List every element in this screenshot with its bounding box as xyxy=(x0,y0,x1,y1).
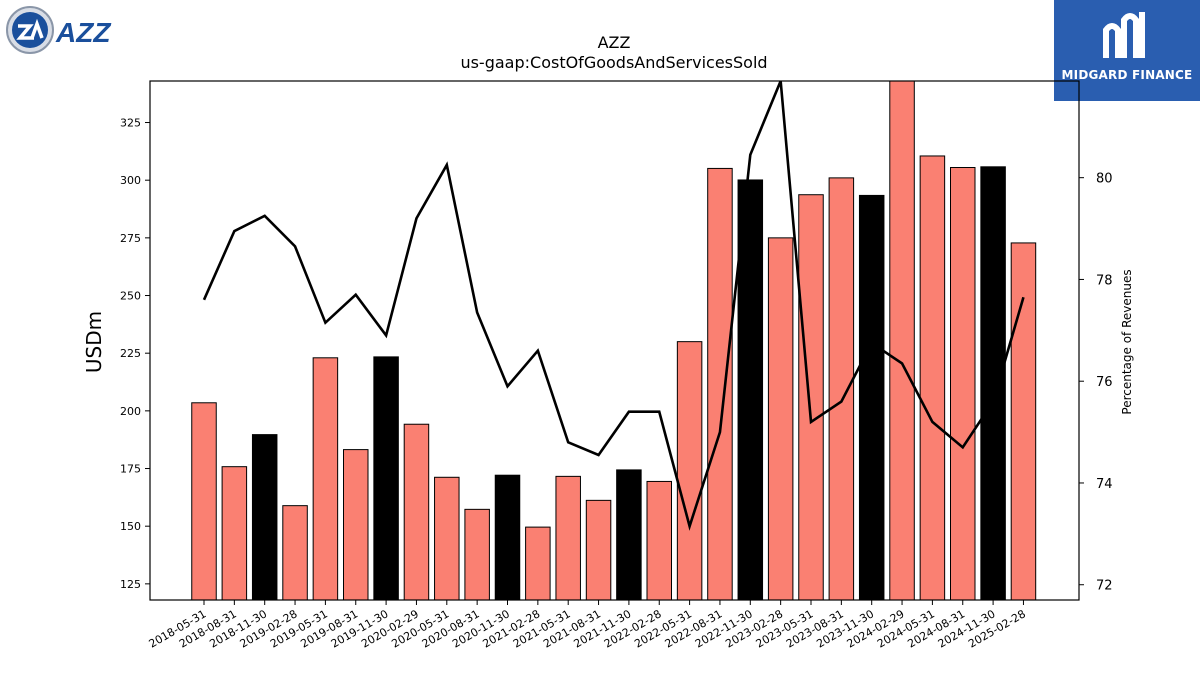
bar xyxy=(1010,242,1037,601)
y-tick-label: 275 xyxy=(120,232,141,245)
azz-logo-text: AZZ xyxy=(55,17,111,48)
bar xyxy=(555,475,581,601)
bar xyxy=(464,508,490,601)
bar xyxy=(616,469,642,601)
bar xyxy=(494,474,521,601)
y2-tick-label: 72 xyxy=(1096,579,1113,594)
bar xyxy=(798,194,824,601)
bar xyxy=(343,449,369,601)
midgard-logo-mark xyxy=(1103,12,1145,58)
bar xyxy=(676,341,703,601)
bar xyxy=(403,423,430,601)
bar xyxy=(919,155,946,601)
bar xyxy=(373,356,399,601)
bar xyxy=(767,237,794,601)
azz-logo: AZZ xyxy=(4,4,134,56)
y2-tick-label: 74 xyxy=(1096,477,1113,492)
bar xyxy=(251,434,278,601)
azz-logo-mark: AZZ xyxy=(6,6,111,54)
bar xyxy=(980,166,1006,601)
bar xyxy=(585,499,612,601)
bar xyxy=(707,167,733,601)
chart-title: AZZ xyxy=(598,33,631,52)
bar xyxy=(282,505,308,601)
y2-tick-label: 76 xyxy=(1096,375,1113,390)
plot-frame xyxy=(149,80,1080,601)
y-tick-label: 300 xyxy=(120,174,141,187)
bar xyxy=(434,476,460,601)
chart-subtitle: us-gaap:CostOfGoodsAndServicesSold xyxy=(460,53,767,72)
y-axis-label: USDm xyxy=(82,311,106,373)
y-tick-label: 225 xyxy=(120,347,141,360)
bar xyxy=(858,194,885,601)
bar xyxy=(646,480,672,601)
brand-text: MIDGARD FINANCE xyxy=(1061,68,1193,82)
y2-tick-label: 80 xyxy=(1096,172,1113,187)
bar xyxy=(828,177,855,601)
percentage-line xyxy=(202,80,1025,531)
y-tick-label: 150 xyxy=(120,520,141,533)
y-tick-label: 250 xyxy=(120,290,141,303)
bar xyxy=(889,80,915,601)
y-tick-label: 325 xyxy=(120,117,141,130)
y-tick-label: 125 xyxy=(120,578,141,591)
midgard-finance-logo: MIDGARD FINANCE xyxy=(1054,0,1200,101)
y-tick-label: 200 xyxy=(120,405,141,418)
bar xyxy=(312,357,339,601)
y2-tick-label: 78 xyxy=(1096,273,1113,288)
y2-axis-label: Percentage of Revenues xyxy=(1120,269,1134,414)
bar xyxy=(191,402,217,601)
bar xyxy=(221,466,248,601)
bar xyxy=(525,526,551,601)
bar xyxy=(950,167,976,601)
y-tick-label: 175 xyxy=(120,463,141,476)
